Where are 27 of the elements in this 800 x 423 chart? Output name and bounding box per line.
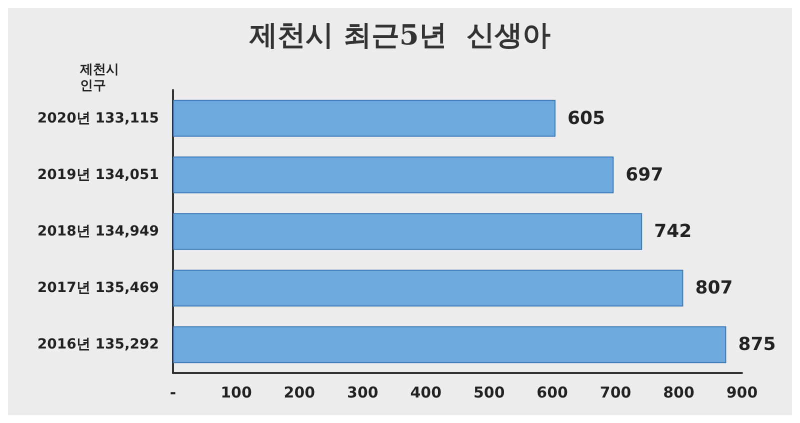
x-tick-label: 800 — [663, 384, 694, 402]
bar — [173, 326, 726, 364]
x-tick-label: 100 — [220, 384, 252, 402]
bar — [173, 156, 614, 194]
y-tick-label: 2019년 134,051 — [37, 166, 159, 183]
data-label: 697 — [626, 164, 664, 186]
data-label: 807 — [695, 278, 733, 299]
data-label: 605 — [567, 108, 606, 129]
bar — [173, 100, 556, 137]
y-tick-label: 2016년 135,292 — [37, 336, 159, 353]
bar — [173, 270, 684, 306]
data-label: 742 — [654, 221, 692, 242]
x-tick-label: 300 — [347, 384, 378, 402]
x-tick-label: 400 — [410, 384, 442, 402]
y-tick-label: 2020년 133,115 — [37, 110, 159, 126]
bar — [173, 213, 642, 250]
x-tick-label: 900 — [726, 384, 758, 402]
x-tick-label: 500 — [473, 384, 505, 402]
y-tick-label: 2017년 135,469 — [37, 280, 159, 296]
x-tick-label: 200 — [284, 384, 316, 402]
x-tick-label: 700 — [600, 384, 632, 402]
chart-title: 제천시 최근5년 신생아 — [248, 18, 550, 52]
y-tick-label: 2018년 134,949 — [37, 224, 159, 240]
x-tick-label: 600 — [536, 384, 568, 402]
x-tick-label: - — [170, 384, 176, 402]
y-axis-title: 제천시 인구 — [79, 62, 124, 94]
data-label: 875 — [738, 334, 776, 356]
